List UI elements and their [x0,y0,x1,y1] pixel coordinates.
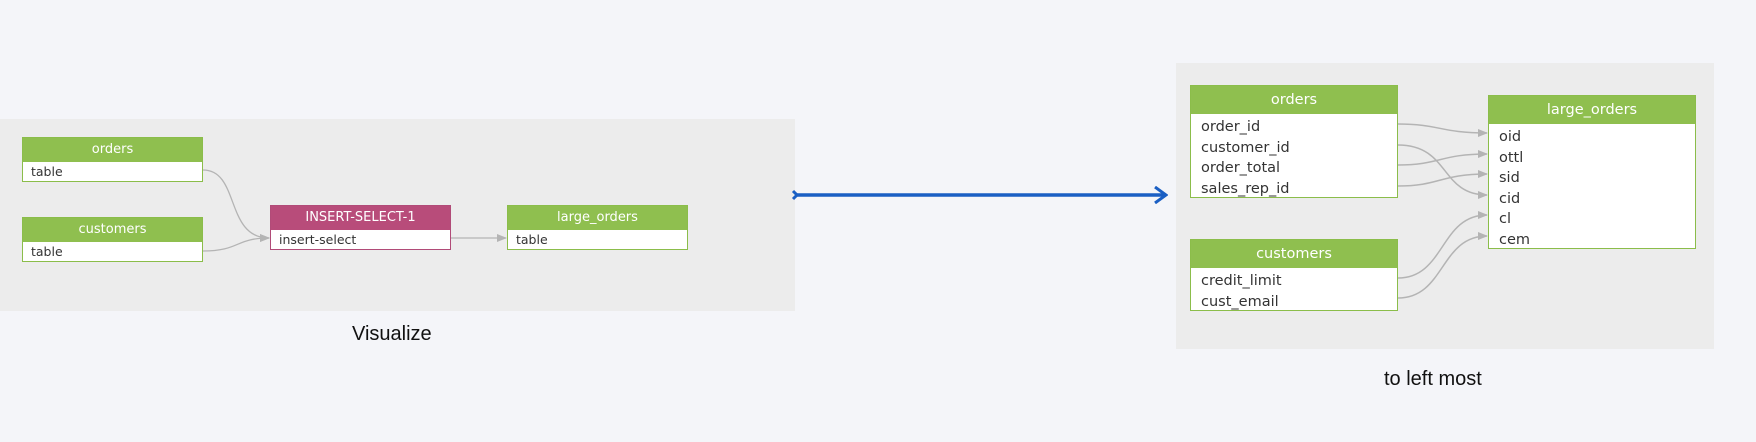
column-row: ottl [1499,149,1524,166]
node-type: insert-select [279,232,357,247]
table-title: large_orders [1489,96,1695,124]
table-orders[interactable]: orders order_id customer_id order_total … [1190,85,1398,198]
table-large-orders[interactable]: large_orders oid ottl sid cid cl cem [1488,95,1696,249]
caption-visualize: Visualize [352,323,432,345]
column-row: sales_rep_id [1201,180,1290,197]
column-row: order_id [1201,119,1261,135]
caption-to-left-most: to left most [1384,368,1482,390]
column-row: cid [1499,190,1521,207]
node-title: customers [23,218,202,242]
column-row: order_total [1201,160,1281,176]
table-title: orders [1191,86,1397,114]
node-large-orders[interactable]: large_orders table [507,205,688,250]
column-row: credit_limit [1201,273,1282,289]
column-row: oid [1499,129,1522,145]
column-row: cust_email [1201,293,1279,310]
column-row: cl [1499,211,1512,227]
column-row: customer_id [1201,139,1290,156]
column-row: cem [1499,231,1531,248]
column-row: sid [1499,170,1520,186]
node-title: orders [23,138,202,162]
node-title: large_orders [508,206,687,230]
table-customers[interactable]: customers credit_limit cust_email [1190,239,1398,311]
node-type: table [516,232,548,247]
node-insert-select[interactable]: INSERT-SELECT-1 insert-select [270,205,451,250]
node-title: INSERT-SELECT-1 [271,206,450,230]
node-type: table [31,244,63,259]
node-customers[interactable]: customers table [22,217,203,262]
table-title: customers [1191,240,1397,268]
node-type: table [31,164,63,179]
node-orders[interactable]: orders table [22,137,203,182]
